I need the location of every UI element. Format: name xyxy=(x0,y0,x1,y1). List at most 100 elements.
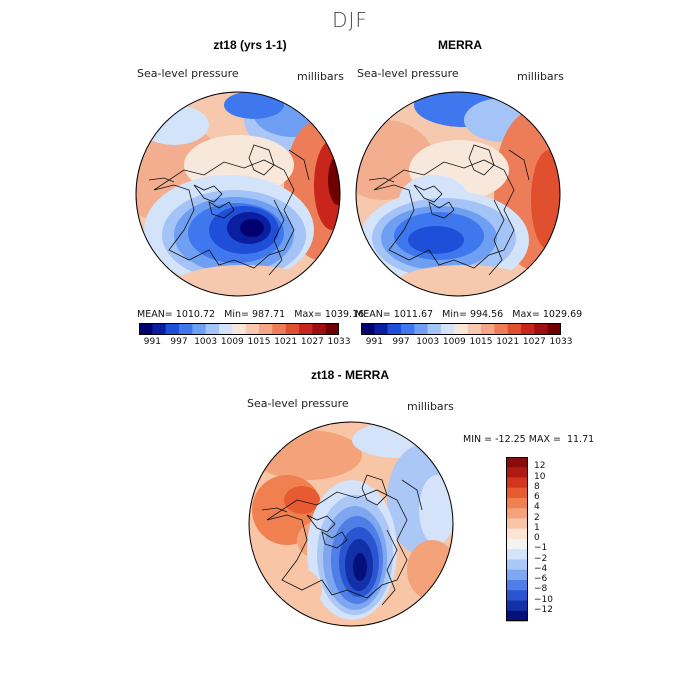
diff-minmax: MIN = -12.25 MAX = 11.71 xyxy=(463,434,595,445)
colorbar-tick-label: 1015 xyxy=(247,337,271,347)
colorbar-diff-swatch xyxy=(506,580,528,591)
colorbar-swatch xyxy=(374,323,388,335)
colorbar-swatch xyxy=(361,323,375,335)
colorbar-obs-swatches xyxy=(361,323,561,335)
colorbar-model-swatches xyxy=(139,323,339,335)
colorbar-tick-label: 1021 xyxy=(496,337,520,347)
colorbar-diff-swatch xyxy=(506,467,528,478)
panel2-variable-label: Sea-level pressure xyxy=(357,67,459,80)
colorbar-swatch xyxy=(441,323,455,335)
colorbar-diff-swatch xyxy=(506,549,528,560)
map-obs-slp xyxy=(355,91,561,297)
colorbar-tick-label: 1033 xyxy=(327,337,351,347)
colorbar-swatch xyxy=(179,323,193,335)
colorbar-diff-tick-label: 4 xyxy=(534,502,540,513)
colorbar-swatch xyxy=(192,323,206,335)
colorbar-swatch xyxy=(547,323,561,335)
colorbar-diff-tick-label: 8 xyxy=(534,481,540,492)
colorbar-diff-swatch xyxy=(506,477,528,489)
colorbar-diff-swatch xyxy=(506,498,528,509)
colorbar-diff-tick-label: −6 xyxy=(534,574,548,584)
colorbar-diff-tick-label: −2 xyxy=(534,553,548,564)
colorbar-swatch xyxy=(534,323,548,335)
colorbar-swatch xyxy=(494,323,508,335)
panel1-stats: MEAN= 1010.72 Min= 987.71 Max= 1039.16 xyxy=(137,309,365,320)
colorbar-swatch xyxy=(401,323,415,335)
colorbar-swatch xyxy=(232,323,246,335)
map-model-slp xyxy=(135,91,341,297)
colorbar-diff-tick-label: −8 xyxy=(534,584,548,595)
colorbar-tick-label: 1003 xyxy=(416,337,440,347)
colorbar-tick-label: 1021 xyxy=(274,337,298,347)
colorbar-diff-tick-label: 0 xyxy=(534,533,540,543)
colorbar-swatch xyxy=(507,323,522,335)
colorbar-swatch xyxy=(312,323,326,335)
map-diff-slp xyxy=(248,421,454,627)
colorbar-tick-label: 1033 xyxy=(549,337,573,347)
colorbar-model xyxy=(139,323,339,335)
colorbar-swatch xyxy=(414,323,428,335)
colorbar-tick-label: 1015 xyxy=(469,337,493,347)
panel2-units-label: millibars xyxy=(517,70,564,83)
panel1-units-label: millibars xyxy=(297,70,344,83)
colorbar-swatch xyxy=(219,323,233,335)
colorbar-swatch xyxy=(205,323,220,335)
colorbar-diff-swatch xyxy=(506,600,528,612)
colorbar-tick-label: 997 xyxy=(170,337,188,347)
colorbar-swatch xyxy=(521,323,535,335)
panel3-variable-label: Sea-level pressure xyxy=(247,397,349,410)
colorbar-diff-tick-label: 12 xyxy=(534,461,546,472)
colorbar-swatch xyxy=(285,323,300,335)
colorbar-diff-swatch xyxy=(506,610,528,622)
colorbar-diff-swatch xyxy=(506,590,528,601)
colorbar-tick-label: 1003 xyxy=(194,337,218,347)
colorbar-tick-label: 1027 xyxy=(300,337,324,347)
colorbar-diff-swatch xyxy=(506,487,528,499)
colorbar-swatch xyxy=(245,323,260,335)
panel-title-obs: MERRA xyxy=(438,38,482,52)
colorbar-tick-label: 991 xyxy=(365,337,383,347)
panel1-variable-label: Sea-level pressure xyxy=(137,67,239,80)
colorbar-diff-swatch xyxy=(506,569,528,581)
colorbar-diff-tick-label: −10 xyxy=(534,594,553,605)
colorbar-diff-swatches xyxy=(506,457,528,622)
colorbar-obs-labels: 991 997 1003 1009 1015 1021 1027 1033 xyxy=(361,337,573,349)
colorbar-diff-tick-label: 10 xyxy=(534,471,546,482)
colorbar-tick-label: 1009 xyxy=(442,337,466,347)
colorbar-obs xyxy=(361,323,561,335)
colorbar-diff-swatch xyxy=(506,508,528,519)
colorbar-swatch xyxy=(481,323,495,335)
colorbar-tick-label: 1009 xyxy=(220,337,244,347)
colorbar-diff-tick-label: −12 xyxy=(534,604,553,615)
colorbar-diff-swatch xyxy=(506,559,528,571)
colorbar-swatch xyxy=(152,323,166,335)
colorbar-swatch xyxy=(139,323,153,335)
panel2-stats: MEAN= 1011.67 Min= 994.56 Max= 1029.69 xyxy=(355,309,583,320)
figure-title: DJF xyxy=(332,8,368,32)
colorbar-diff-swatch xyxy=(506,539,528,550)
colorbar-diff-tick-label: 1 xyxy=(534,522,540,533)
colorbar-diff xyxy=(506,457,528,622)
colorbar-diff-tick-label: −4 xyxy=(534,563,548,574)
colorbar-diff-swatch xyxy=(506,518,528,530)
colorbar-tick-label: 1027 xyxy=(522,337,546,347)
colorbar-tick-label: 991 xyxy=(143,337,161,347)
colorbar-model-labels: 991 997 1003 1009 1015 1021 1027 1033 xyxy=(139,337,351,349)
panel-title-model: zt18 (yrs 1-1) xyxy=(213,38,287,52)
colorbar-diff-swatch xyxy=(506,457,528,468)
colorbar-diff-tick-label: 2 xyxy=(534,512,540,523)
colorbar-swatch xyxy=(325,323,339,335)
colorbar-diff-labels: 12 10 8 6 4 2 1 0 −1 −2 −4 −6 −8 −10 −12 xyxy=(534,457,574,622)
colorbar-swatch xyxy=(259,323,273,335)
colorbar-swatch xyxy=(427,323,442,335)
colorbar-swatch xyxy=(272,323,286,335)
colorbar-diff-tick-label: 6 xyxy=(534,492,540,502)
colorbar-swatch xyxy=(165,323,180,335)
colorbar-swatch xyxy=(387,323,402,335)
colorbar-swatch xyxy=(299,323,313,335)
panel-title-diff: zt18 - MERRA xyxy=(310,368,389,382)
colorbar-diff-swatch xyxy=(506,528,528,540)
colorbar-diff-tick-label: −1 xyxy=(534,543,548,554)
colorbar-swatch xyxy=(454,323,468,335)
colorbar-swatch xyxy=(467,323,482,335)
